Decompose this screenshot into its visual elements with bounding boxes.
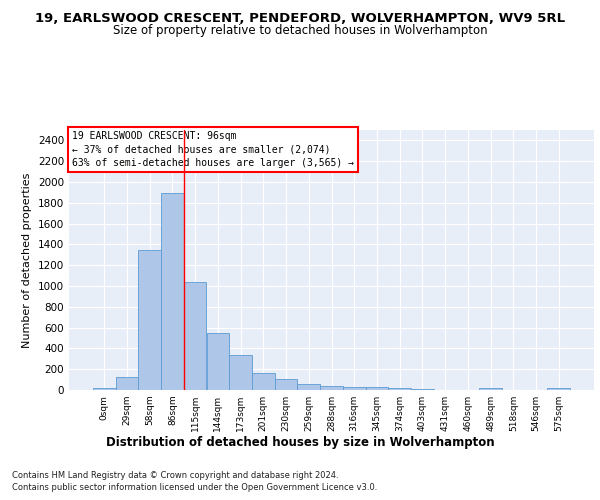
Bar [93,388,116,390]
Bar [184,282,206,390]
Bar [479,388,502,390]
Bar [388,388,411,390]
Bar [206,334,229,390]
Bar [298,384,320,390]
Bar [252,374,275,390]
Text: 19, EARLSWOOD CRESCENT, PENDEFORD, WOLVERHAMPTON, WV9 5RL: 19, EARLSWOOD CRESCENT, PENDEFORD, WOLVE… [35,12,565,26]
Bar [275,378,298,390]
Bar [139,250,161,390]
Text: Contains HM Land Registry data © Crown copyright and database right 2024.: Contains HM Land Registry data © Crown c… [12,472,338,480]
Bar [320,386,343,390]
Bar [547,388,570,390]
Bar [116,377,139,390]
Bar [229,355,252,390]
Y-axis label: Number of detached properties: Number of detached properties [22,172,32,348]
Text: Distribution of detached houses by size in Wolverhampton: Distribution of detached houses by size … [106,436,494,449]
Text: Size of property relative to detached houses in Wolverhampton: Size of property relative to detached ho… [113,24,487,37]
Text: 19 EARLSWOOD CRESCENT: 96sqm
← 37% of detached houses are smaller (2,074)
63% of: 19 EARLSWOOD CRESCENT: 96sqm ← 37% of de… [71,132,353,168]
Bar [365,388,388,390]
Text: Contains public sector information licensed under the Open Government Licence v3: Contains public sector information licen… [12,483,377,492]
Bar [411,389,434,390]
Bar [343,387,365,390]
Bar [161,194,184,390]
